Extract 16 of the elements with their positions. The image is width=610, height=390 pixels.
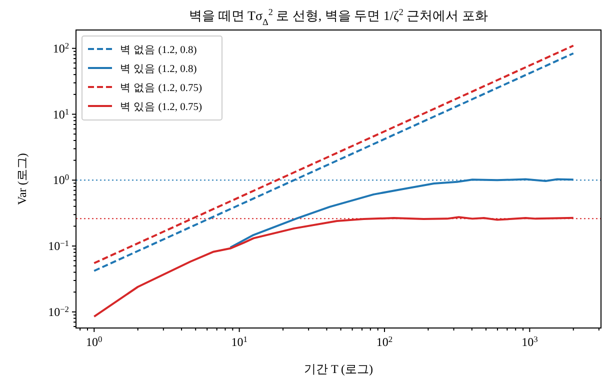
legend-label: 벽 없음 (1.2, 0.75)	[120, 82, 202, 94]
x-tick-label: 10$^{1}$	[231, 334, 248, 349]
x-tick-label: 10$^{2}$	[376, 334, 393, 349]
y-tick-label: 10$^{0}$	[52, 172, 69, 188]
x-axis-title: 기간 T (로그)	[304, 362, 374, 376]
y-tick-label: 10$^{−2}$	[48, 304, 69, 319]
y-axis-title: Var (로그)	[15, 153, 29, 205]
legend-label: 벽 있음 (1.2, 0.75)	[120, 101, 202, 113]
x-tick-label: 10$^{0}$	[86, 334, 102, 349]
chart-title: 벽을 떼면 Tσ$_{Δ}$$^{2}$ 로 선형, 벽을 두면 1/ζ$^{2}$ 근처에서 포화	[189, 7, 488, 27]
legend-label: 벽 있음 (1.2, 0.8)	[120, 63, 198, 75]
y-tick-label: 10$^{2}$	[52, 40, 69, 56]
y-tick-label: 10$^{1}$	[52, 106, 69, 122]
y-tick-label: 10$^{−1}$	[48, 238, 69, 254]
x-tick-label: 10$^{3}$	[522, 334, 538, 349]
legend-label: 벽 없음 (1.2, 0.8)	[120, 44, 198, 56]
